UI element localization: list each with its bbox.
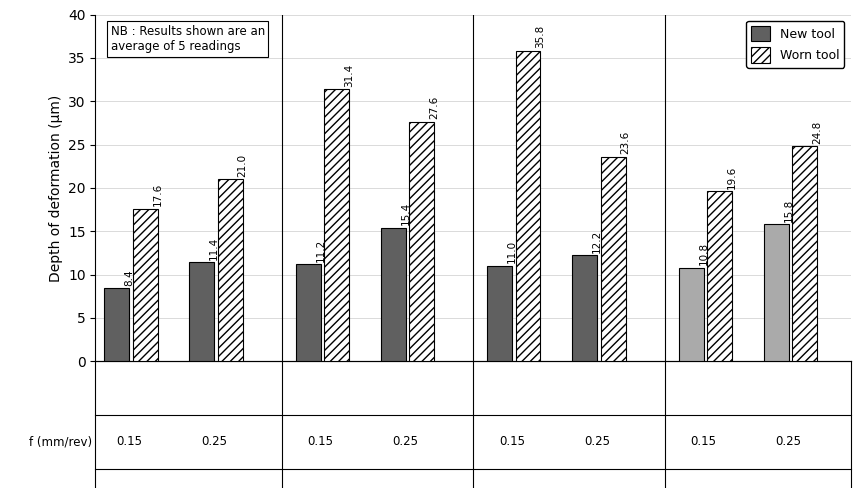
Text: 11.0: 11.0 xyxy=(507,240,517,263)
Text: 17.6: 17.6 xyxy=(153,183,162,206)
Text: 10.8: 10.8 xyxy=(699,242,708,265)
Bar xyxy=(189,263,214,361)
Legend: New tool, Worn tool: New tool, Worn tool xyxy=(746,21,845,68)
Text: 11.2: 11.2 xyxy=(316,238,326,262)
Bar xyxy=(601,157,626,361)
Text: 0.15: 0.15 xyxy=(116,435,142,448)
Text: 0.15: 0.15 xyxy=(691,435,716,448)
Text: 24.8: 24.8 xyxy=(812,121,822,143)
Bar xyxy=(792,146,817,361)
Bar xyxy=(381,228,405,361)
Text: NB : Results shown are an
average of 5 readings: NB : Results shown are an average of 5 r… xyxy=(110,25,265,53)
Text: 15.8: 15.8 xyxy=(784,199,793,222)
Bar xyxy=(487,266,512,361)
Bar xyxy=(218,179,243,361)
Text: 27.6: 27.6 xyxy=(429,96,439,120)
Text: 0.25: 0.25 xyxy=(776,435,801,448)
Text: 15.4: 15.4 xyxy=(401,202,411,225)
Text: 11.4: 11.4 xyxy=(209,237,220,260)
Bar xyxy=(409,122,434,361)
Bar xyxy=(104,288,129,361)
Text: 19.6: 19.6 xyxy=(727,165,737,189)
Text: 21.0: 21.0 xyxy=(238,154,247,177)
Bar xyxy=(707,191,732,361)
Text: 23.6: 23.6 xyxy=(621,131,630,154)
Text: 31.4: 31.4 xyxy=(344,63,354,86)
Bar xyxy=(516,51,541,361)
Bar xyxy=(764,224,789,361)
Text: 0.25: 0.25 xyxy=(584,435,610,448)
Text: f (mm/rev): f (mm/rev) xyxy=(29,435,92,448)
Text: 8.4: 8.4 xyxy=(124,269,135,286)
Bar xyxy=(324,89,349,361)
Bar xyxy=(296,264,320,361)
Bar xyxy=(572,255,597,361)
Text: 0.15: 0.15 xyxy=(307,435,333,448)
Bar xyxy=(679,267,703,361)
Text: 35.8: 35.8 xyxy=(536,25,545,48)
Text: 0.25: 0.25 xyxy=(392,435,418,448)
Bar xyxy=(133,209,157,361)
Text: 0.15: 0.15 xyxy=(499,435,525,448)
Y-axis label: Depth of deformation (μm): Depth of deformation (μm) xyxy=(49,94,62,282)
Text: 0.25: 0.25 xyxy=(201,435,227,448)
Text: 12.2: 12.2 xyxy=(592,229,602,253)
